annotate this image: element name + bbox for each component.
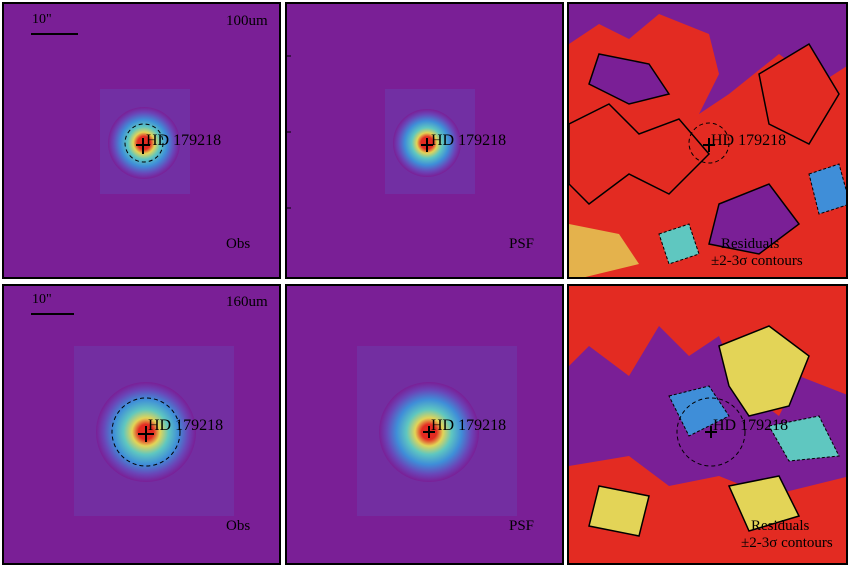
- panel-160um-obs: 10" 160um HD 179218 Obs: [2, 284, 281, 565]
- residuals-contours-label: ±2-3σ contours: [741, 535, 833, 551]
- target-label: HD 179218: [711, 132, 787, 149]
- panel-160um-residuals: HD 179218 Residuals ±2-3σ contours: [567, 284, 848, 565]
- band-label: 100um: [226, 13, 268, 29]
- target-label: HD 179218: [431, 132, 507, 149]
- panel-100um-psf: 10 20 30 HD 179218 PSF: [285, 2, 564, 279]
- obs-label: Obs: [226, 518, 251, 534]
- psf-label: PSF: [509, 518, 535, 534]
- image-160um-psf: [357, 346, 517, 516]
- panel-100um-residuals: HD 179218 Residuals ±2-3σ contours: [567, 2, 848, 279]
- residuals-label: Residuals: [721, 236, 780, 252]
- residuals-label: Residuals: [751, 518, 810, 534]
- psf-label: PSF: [509, 236, 535, 252]
- target-label: HD 179218: [148, 417, 224, 434]
- panel-160um-psf: HD 179218 PSF 20 15 10 5: [285, 284, 564, 565]
- residuals-contours-label: ±2-3σ contours: [711, 253, 803, 269]
- panel-100um-obs: 10" 100um HD 179218 Obs: [2, 2, 281, 279]
- obs-label: Obs: [226, 236, 251, 252]
- image-160um-obs: [31, 313, 234, 516]
- image-100um-obs: [31, 33, 190, 194]
- scale-label: 10": [32, 12, 52, 27]
- image-100um-residuals: [569, 14, 846, 277]
- scale-label: 10": [32, 292, 52, 307]
- image-160um-residuals: [569, 286, 846, 563]
- target-label: HD 179218: [431, 417, 507, 434]
- band-label: 160um: [226, 294, 268, 310]
- target-label: HD 179218: [713, 417, 789, 434]
- aperture-circle: [124, 123, 164, 163]
- image-100um-psf: [287, 55, 475, 209]
- target-label: HD 179218: [146, 132, 222, 149]
